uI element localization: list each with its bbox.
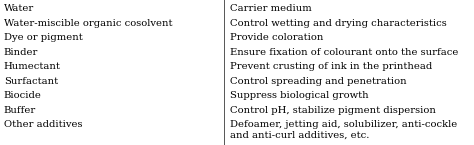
Text: Defoamer, jetting aid, solubilizer, anti-cockle
and anti-curl additives, etc.: Defoamer, jetting aid, solubilizer, anti… [230,120,457,140]
Text: Control wetting and drying characteristics: Control wetting and drying characteristi… [230,19,447,28]
Text: Buffer: Buffer [4,106,36,115]
Text: Dye or pigment: Dye or pigment [4,33,82,42]
Text: Ensure fixation of colourant onto the surface: Ensure fixation of colourant onto the su… [230,48,458,57]
Text: Other additives: Other additives [4,120,82,129]
Text: Water-miscible organic cosolvent: Water-miscible organic cosolvent [4,19,172,28]
Text: Suppress biological growth: Suppress biological growth [230,91,368,100]
Text: Biocide: Biocide [4,91,42,100]
Text: Water: Water [4,4,34,13]
Text: Carrier medium: Carrier medium [230,4,311,13]
Text: Prevent crusting of ink in the printhead: Prevent crusting of ink in the printhead [230,62,432,71]
Text: Control spreading and penetration: Control spreading and penetration [230,77,407,86]
Text: Control pH, stabilize pigment dispersion: Control pH, stabilize pigment dispersion [230,106,436,115]
Text: Surfactant: Surfactant [4,77,58,86]
Text: Binder: Binder [4,48,38,57]
Text: Provide coloration: Provide coloration [230,33,323,42]
Text: Humectant: Humectant [4,62,61,71]
